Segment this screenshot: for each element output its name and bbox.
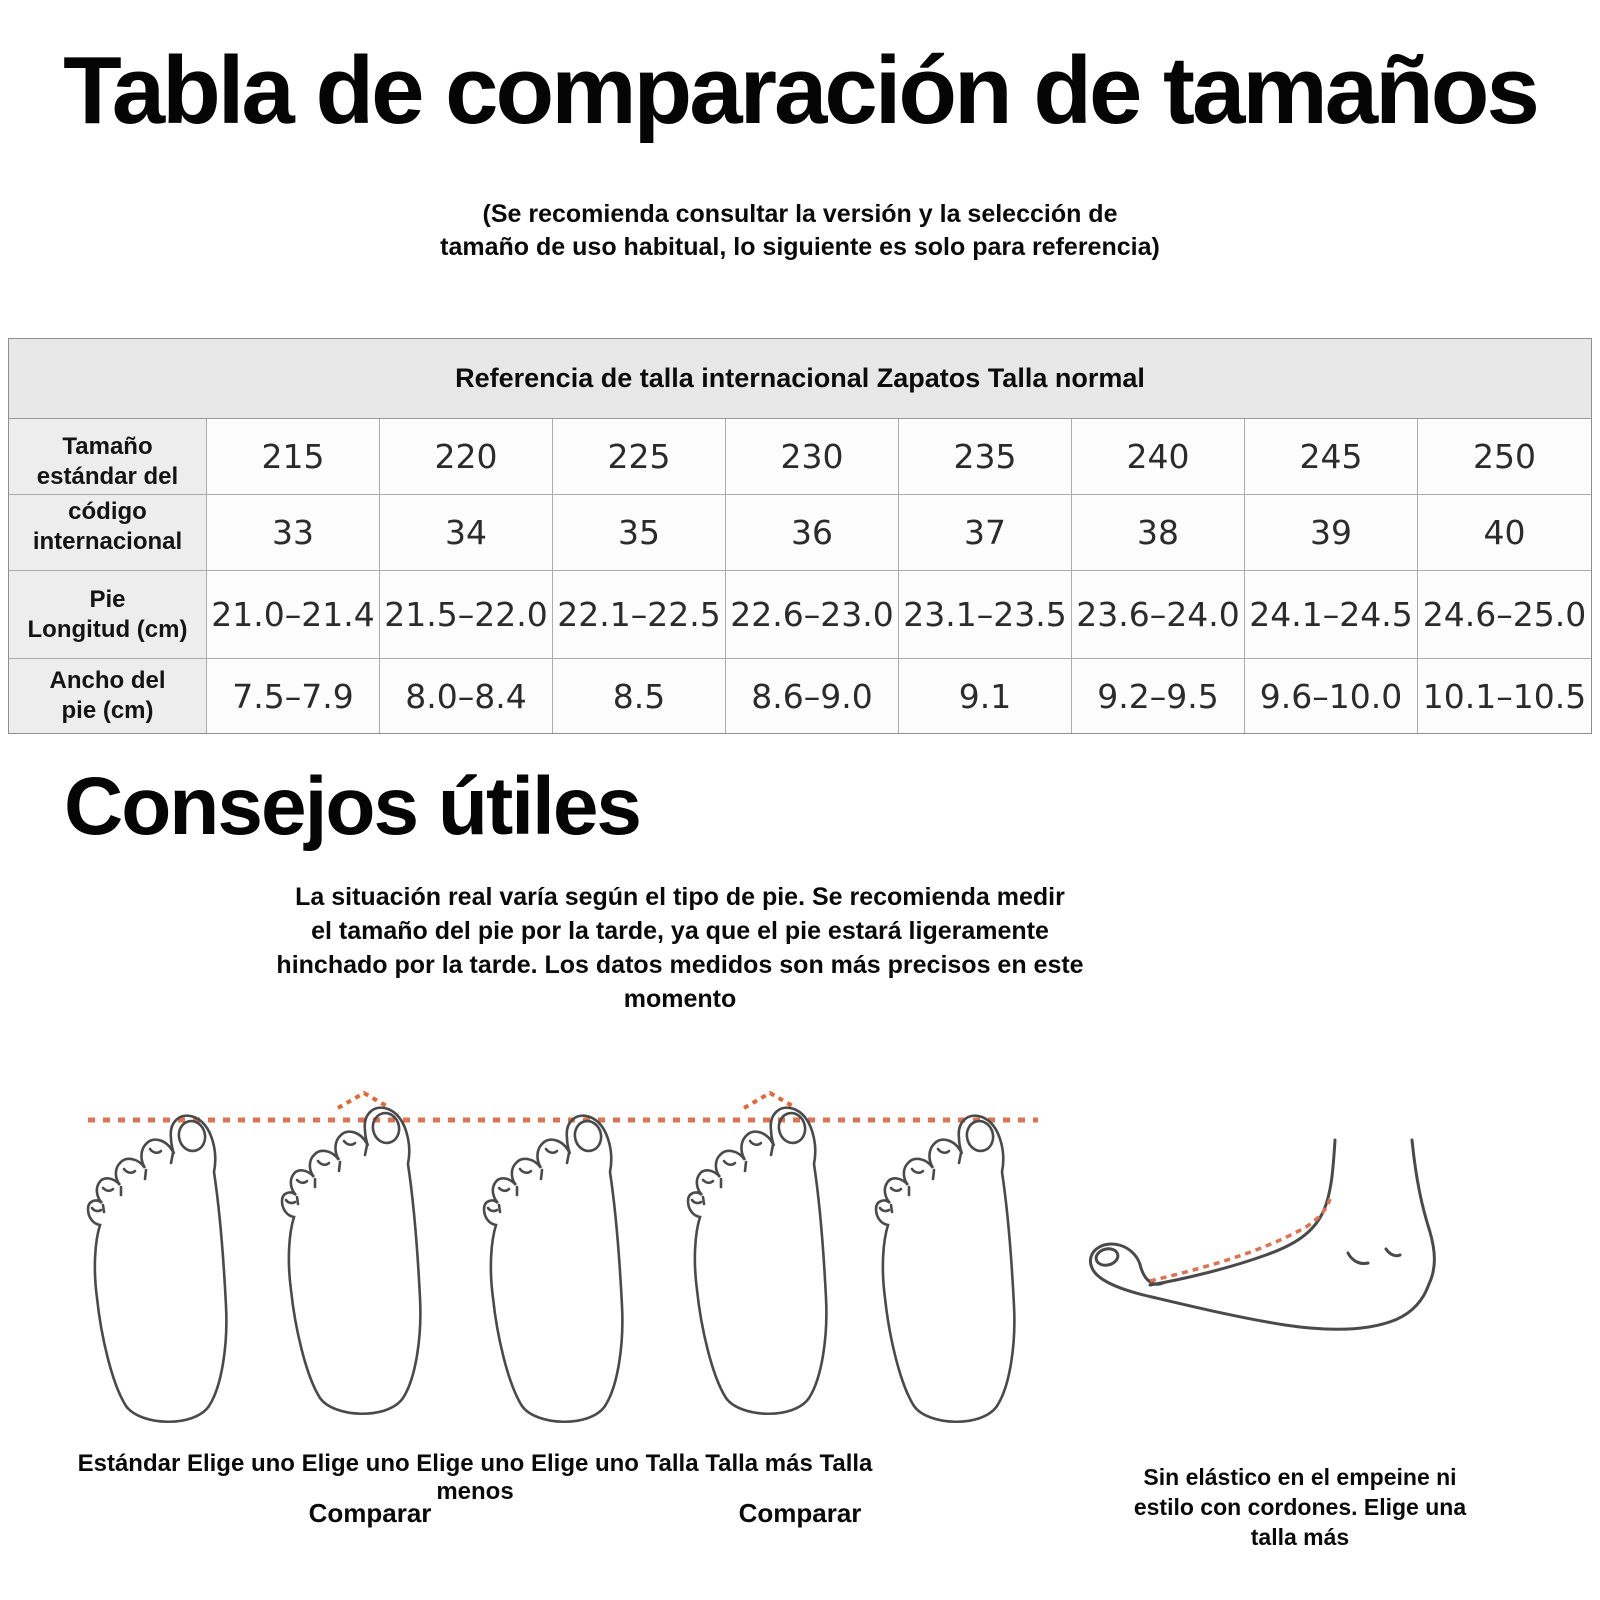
table-cell: 230 (726, 419, 899, 495)
table-cell: 8.6–9.0 (726, 659, 899, 733)
compare-label-right: Comparar (738, 1498, 862, 1528)
tips-heading: Consejos útiles (64, 761, 642, 852)
table-cell: 225 (553, 419, 726, 495)
compare-label-left: Comparar (308, 1498, 432, 1528)
table-cell: 38 (1072, 495, 1245, 571)
table-cell: 22.6–23.0 (726, 571, 899, 659)
foot-sideview-illustration (1089, 1138, 1436, 1331)
row-label-foot-width: Ancho del pie (cm) (9, 659, 207, 733)
row-label-standard-code-top: Tamaño estándar del (9, 419, 207, 495)
table-cell: 10.1–10.5 (1418, 659, 1591, 733)
table-cell: 245 (1245, 419, 1418, 495)
page-subtitle: (Se recomienda consultar la versión y la… (440, 200, 1160, 261)
table-title: Referencia de talla internacional Zapato… (9, 339, 1591, 419)
table-cell: 33 (207, 495, 380, 571)
foot-outline-choose-4 (874, 1114, 1016, 1424)
table-cell: 9.6–10.0 (1245, 659, 1418, 733)
feet-topview-illustration (86, 1090, 1038, 1424)
table-cell: 36 (726, 495, 899, 571)
foot-outline-choose-1 (280, 1106, 422, 1416)
row-label-standard-code-bottom: código internacional (9, 495, 207, 571)
table-cell: 23.6–24.0 (1072, 571, 1245, 659)
toe-peak-dashes (337, 1090, 391, 1110)
table-cell: 37 (899, 495, 1072, 571)
table-cell: 240 (1072, 419, 1245, 495)
foot-outline-choose-2 (482, 1114, 624, 1424)
table-cell: 215 (207, 419, 380, 495)
table-cell: 9.2–9.5 (1072, 659, 1245, 733)
table-cell: 21.0–21.4 (207, 571, 380, 659)
toe-peak-dashes (743, 1090, 797, 1110)
table-cell: 34 (380, 495, 553, 571)
sidefoot-caption: Sin elástico en el empeine ni estilo con… (1133, 1464, 1467, 1550)
table-cell: 21.5–22.0 (380, 571, 553, 659)
size-comparison-table: Referencia de talla internacional Zapato… (8, 338, 1592, 734)
tips-paragraph: La situación real varía según el tipo de… (276, 883, 1084, 1013)
instep-dashed-line (1149, 1198, 1332, 1283)
table-cell: 35 (553, 495, 726, 571)
table-cell: 24.6–25.0 (1418, 571, 1591, 659)
table-cell: 7.5–7.9 (207, 659, 380, 733)
row-label-foot-length: Pie Longitud (cm) (9, 571, 207, 659)
table-cell: 9.1 (899, 659, 1072, 733)
foot-outline-choose-3 (686, 1106, 828, 1416)
table-cell: 220 (380, 419, 553, 495)
table-cell: 235 (899, 419, 1072, 495)
table-cell: 23.1–23.5 (899, 571, 1072, 659)
table-cell: 250 (1418, 419, 1591, 495)
feet-caption: Estándar Elige uno Elige uno Elige uno E… (77, 1450, 873, 1505)
table-cell: 8.0–8.4 (380, 659, 553, 733)
table-cell: 22.1–22.5 (553, 571, 726, 659)
table-cell: 8.5 (553, 659, 726, 733)
page-title: Tabla de comparación de tamaños (63, 37, 1540, 144)
table-cell: 40 (1418, 495, 1591, 571)
table-cell: 24.1–24.5 (1245, 571, 1418, 659)
table-cell: 39 (1245, 495, 1418, 571)
foot-outline-standard (86, 1114, 228, 1424)
